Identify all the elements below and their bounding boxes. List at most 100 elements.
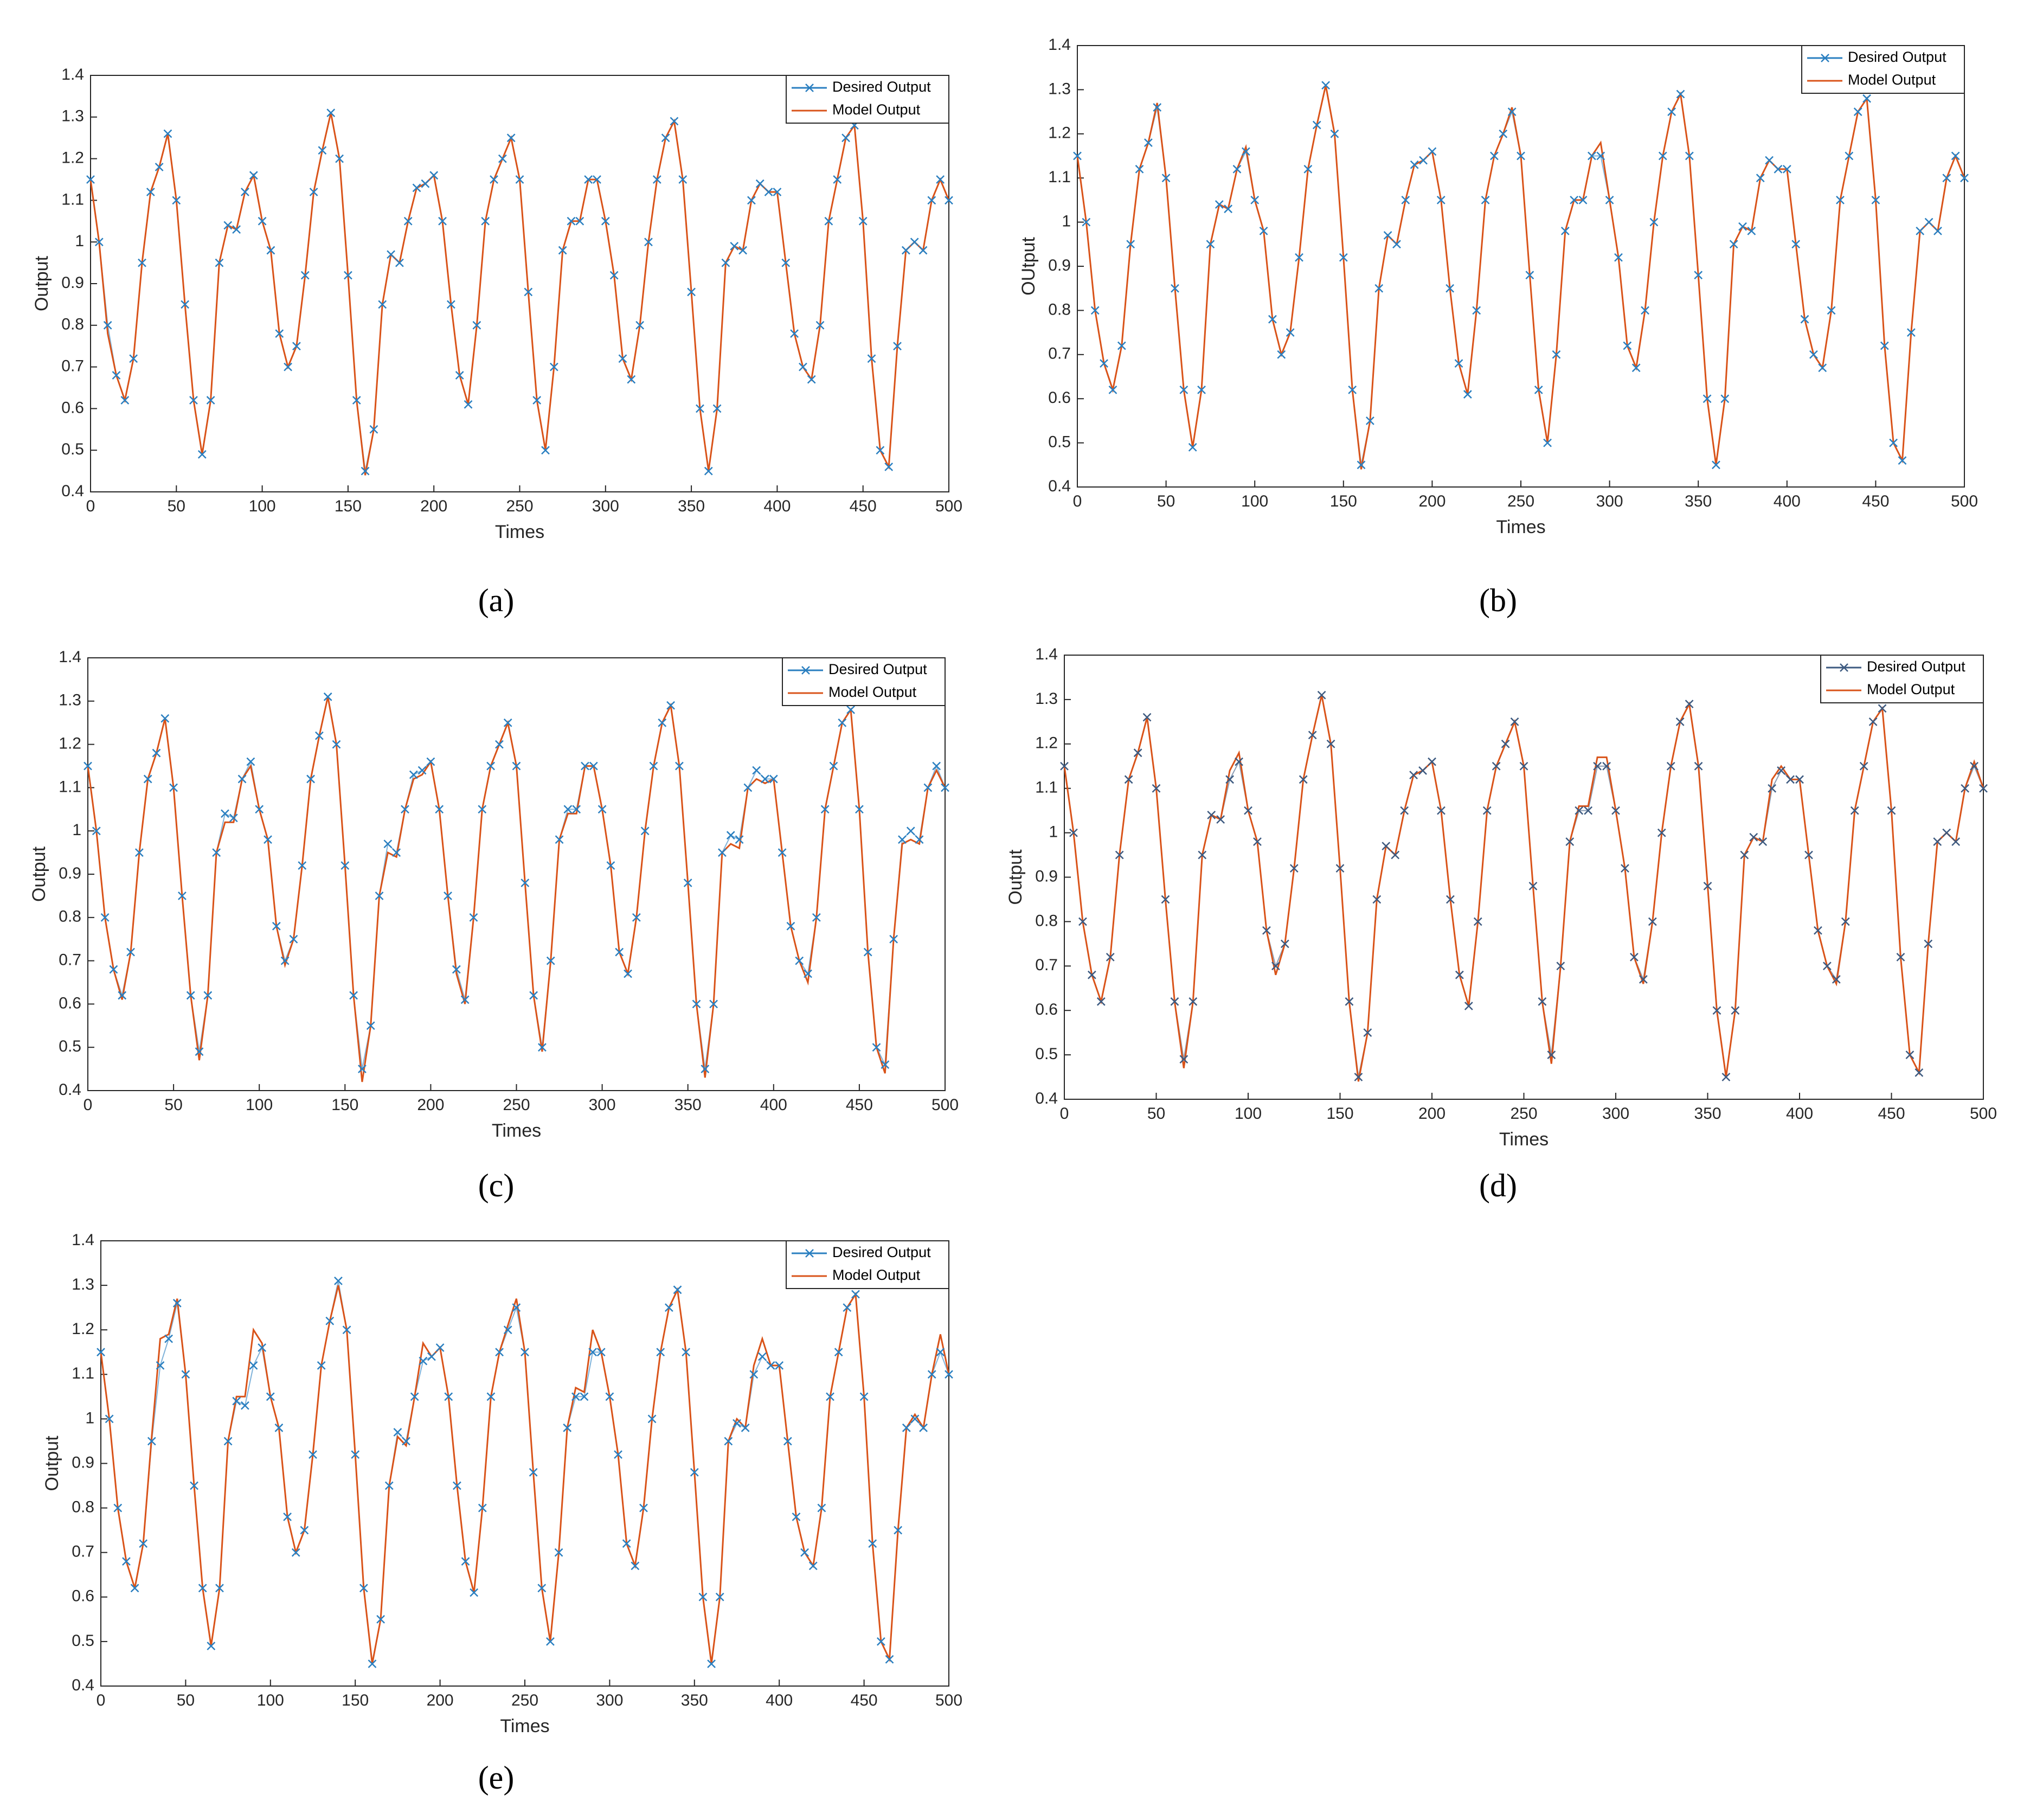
desired-marker [640,826,650,836]
desired-marker [1786,775,1795,784]
desired-marker [94,238,104,247]
desired-marker [605,1392,614,1401]
y-tick-label: 1.2 [72,1320,94,1338]
desired-marker [1575,806,1584,815]
desired-marker [1126,240,1135,249]
desired-marker [323,692,332,701]
desired-marker [1556,962,1565,971]
desired-marker [178,892,187,900]
desired-marker [936,175,945,184]
desired-marker [738,246,747,255]
desired-marker [1198,850,1207,860]
desired-marker [1303,165,1313,174]
desired-marker [274,1423,284,1432]
desired-marker [529,991,538,1000]
desired-marker [1179,1055,1189,1064]
y-tick-label: 0.7 [61,357,84,375]
desired-marker [1507,107,1517,116]
x-tick-label: 150 [331,1096,358,1114]
desired-marker [1666,761,1675,771]
desired-marker [1905,1050,1915,1059]
y-tick-label: 1.1 [72,1364,94,1382]
desired-marker [690,1468,699,1477]
desired-marker [401,805,409,814]
desired-marker [215,1584,224,1593]
desired-marker [352,396,361,405]
desired-marker [781,258,791,267]
desired-marker [927,1370,936,1379]
y-tick-label: 0.9 [61,274,84,292]
desired-marker [927,196,936,205]
y-tick-label: 0.8 [1048,300,1071,318]
desired-marker [945,196,953,205]
desired-marker [1078,917,1087,926]
desired-marker [417,766,427,775]
desired-marker [470,1588,479,1597]
x-tick-label: 450 [1878,1105,1905,1123]
legend-box [1801,45,1965,94]
desired-marker [1289,864,1299,873]
desired-marker [152,748,161,758]
desired-marker [1593,761,1602,771]
desired-marker [1543,438,1552,447]
desired-marker [601,216,610,226]
y-axis-label: Output [42,1436,62,1491]
desired-marker [464,400,473,409]
desired-marker [378,300,387,309]
desired-marker [1596,151,1605,161]
desired-marker [627,375,636,384]
desired-marker [867,354,876,363]
y-tick-label: 0.7 [1048,345,1071,363]
legend-label: Model Output [1867,681,1955,697]
desired-marker [375,892,384,900]
desired-marker [478,1503,487,1513]
desired-marker [675,761,684,771]
desired-marker [255,805,264,814]
desired-marker [1916,226,1925,235]
desired-marker [721,258,730,267]
desired-marker [558,246,567,255]
desired-marker [652,175,661,184]
desired-marker [429,171,439,180]
desired-marker [280,956,290,965]
desired-marker [241,188,249,196]
x-axis-label: Times [500,1716,549,1736]
desired-marker [1446,895,1455,904]
desired-marker [598,805,607,814]
desired-marker [452,965,461,974]
desired-marker [666,701,675,710]
desired-marker [1818,363,1827,373]
desired-marker [359,1584,368,1593]
y-tick-label: 0.7 [72,1543,94,1561]
desired-marker [580,1392,589,1401]
desired-marker [1215,200,1224,209]
desired-marker [606,861,615,870]
desired-marker [1271,962,1280,971]
desired-marker [792,1513,801,1521]
desired-marker [741,1423,750,1432]
desired-marker [1721,1073,1731,1081]
x-tick-label: 250 [506,497,533,515]
desired-marker [1960,174,1969,183]
desired-marker [1782,165,1791,174]
desired-marker [86,175,95,184]
desired-marker [1312,120,1321,130]
desired-marker [1584,806,1593,815]
desired-marker [1889,438,1898,447]
desired-marker [1667,107,1676,116]
legend-box [786,75,949,124]
y-tick-label: 0.4 [1048,477,1071,495]
desired-marker [804,969,812,978]
x-tick-label: 200 [427,1691,454,1709]
desired-marker [841,133,850,143]
desired-marker [1321,81,1330,90]
desired-marker [376,1614,386,1624]
desired-marker [1501,739,1510,748]
desired-marker [1335,864,1345,873]
desired-marker [1765,156,1774,165]
desired-marker [1473,917,1482,926]
plot-area [90,75,949,492]
desired-marker [223,221,233,230]
desired-marker [419,1356,428,1366]
x-tick-label: 50 [164,1096,182,1114]
